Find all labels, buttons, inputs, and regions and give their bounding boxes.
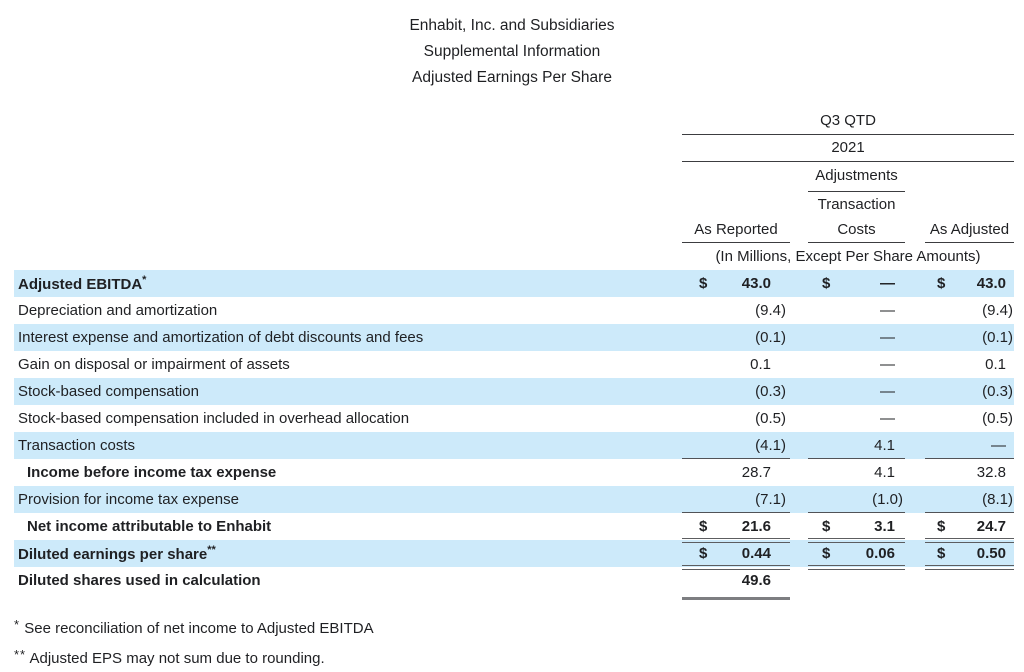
year-header: 2021	[682, 134, 1014, 162]
row-label: Diluted earnings per share**	[18, 544, 216, 563]
transaction-costs-header-line1: Transaction	[817, 196, 896, 213]
value-transaction-costs: 4.1	[808, 432, 905, 459]
report-type: Adjusted Earnings Per Share	[412, 69, 612, 86]
value-transaction-costs: —	[880, 329, 895, 346]
period-header: Q3 QTD	[682, 108, 1014, 135]
value-transaction-costs: $ —	[808, 270, 905, 297]
value-as-adjusted: (9.4)	[982, 302, 1013, 319]
table-row: Income before income tax expense 28.7 4.…	[14, 459, 1014, 486]
dollar-sign: $	[937, 545, 946, 562]
dollar-sign: $	[937, 275, 946, 292]
row-label: Interest expense and amortization of deb…	[18, 329, 424, 346]
footnote: * See reconciliation of net income to Ad…	[14, 612, 374, 642]
value-as-reported: 0.1	[750, 356, 771, 373]
table-row: Net income attributable to Enhabit $21.6…	[14, 513, 1014, 543]
table-row: Gain on disposal or impairment of assets…	[14, 351, 1014, 378]
adjustments-header: Adjustments	[808, 161, 905, 192]
row-label: Provision for income tax expense	[18, 491, 239, 508]
value-as-adjusted: 32.8	[976, 464, 1006, 481]
dollar-sign: $	[822, 275, 831, 292]
value-as-reported: 49.6	[682, 567, 790, 600]
value-as-reported: (4.1)	[682, 432, 790, 459]
superscript-marker: **	[207, 544, 216, 556]
table-header: Q3 QTD 2021 Adjustments Transaction As R…	[14, 108, 1014, 270]
column-header-as-adjusted: As Adjusted	[925, 218, 1014, 243]
column-header-as-reported: As Reported	[682, 218, 790, 243]
value-as-adjusted: $0.50	[925, 540, 1014, 570]
row-label: Diluted shares used in calculation	[18, 572, 261, 589]
footnotes: * See reconciliation of net income to Ad…	[14, 612, 374, 672]
value-as-adjusted: (8.1)	[925, 486, 1014, 513]
value-as-reported: $0.44	[682, 540, 790, 570]
value-transaction-costs: —	[880, 302, 895, 319]
value-as-adjusted: 0.1	[985, 356, 1006, 373]
value-transaction-costs: (1.0)	[808, 486, 905, 513]
row-label: Depreciation and amortization	[18, 302, 218, 319]
table-row: Depreciation and amortization (9.4) — (9…	[14, 297, 1014, 324]
row-label: Net income attributable to Enhabit	[27, 518, 272, 535]
table-row: Diluted shares used in calculation 49.6	[14, 567, 1014, 600]
table-row: Diluted earnings per share** $0.44 $0.06…	[14, 540, 1014, 570]
value-transaction-costs: —	[880, 356, 895, 373]
table-row: Provision for income tax expense (7.1) (…	[14, 486, 1014, 513]
value-as-adjusted: $24.7	[925, 513, 1014, 543]
footnote-marker: *	[14, 617, 21, 632]
table-row: Stock-based compensation (0.3) — (0.3)	[14, 378, 1014, 405]
row-label: Gain on disposal or impairment of assets	[18, 356, 290, 373]
value-as-adjusted: $43.0	[925, 270, 1014, 297]
value-as-reported: $21.6	[682, 513, 790, 543]
value-as-adjusted: —	[925, 432, 1014, 459]
company-title: Enhabit, Inc. and Subsidiaries	[409, 17, 615, 34]
footnote-text: Adjusted EPS may not sum due to rounding…	[29, 650, 325, 667]
value-as-reported: (9.4)	[755, 302, 786, 319]
superscript-marker: *	[142, 274, 147, 286]
table-row: Transaction costs (4.1) 4.1 —	[14, 432, 1014, 459]
value-as-adjusted: (0.1)	[982, 329, 1013, 346]
value-as-reported: (0.3)	[755, 383, 786, 400]
footnote-text: See reconciliation of net income to Adju…	[24, 620, 374, 637]
dollar-sign: $	[937, 518, 946, 535]
value-as-reported: (0.1)	[755, 329, 786, 346]
value-as-reported: 28.7	[741, 464, 771, 481]
value-as-adjusted: (0.5)	[982, 410, 1013, 427]
dollar-sign: $	[699, 545, 708, 562]
transaction-costs-header-line2: Costs	[808, 218, 905, 243]
dollar-sign: $	[822, 545, 831, 562]
row-label: Transaction costs	[18, 437, 135, 454]
document-titles: Enhabit, Inc. and Subsidiaries Supplemen…	[0, 13, 1024, 91]
row-label: Stock-based compensation included in ove…	[18, 410, 410, 427]
value-as-adjusted: (0.3)	[982, 383, 1013, 400]
row-label: Adjusted EBITDA*	[18, 274, 147, 293]
row-label: Income before income tax expense	[27, 464, 277, 481]
footnote-marker: **	[14, 647, 27, 662]
row-label: Stock-based compensation	[18, 383, 199, 400]
footnote: ** Adjusted EPS may not sum due to round…	[14, 642, 374, 672]
dollar-sign: $	[699, 518, 708, 535]
table-row: Adjusted EBITDA* $43.0 $ — $43.0	[14, 270, 1014, 297]
report-subtitle: Supplemental Information	[423, 43, 601, 60]
table-row: Interest expense and amortization of deb…	[14, 324, 1014, 351]
units-note: (In Millions, Except Per Share Amounts)	[715, 247, 981, 265]
dollar-sign: $	[822, 518, 831, 535]
table-body: Adjusted EBITDA* $43.0 $ — $43.0 Deprecia…	[14, 270, 1014, 600]
value-transaction-costs: 4.1	[874, 464, 895, 481]
value-transaction-costs: —	[880, 410, 895, 427]
value-as-reported: (0.5)	[755, 410, 786, 427]
value-transaction-costs: $0.06	[808, 540, 905, 570]
value-transaction-costs: —	[880, 383, 895, 400]
value-as-reported: $43.0	[682, 270, 790, 297]
dollar-sign: $	[699, 275, 708, 292]
value-transaction-costs: $3.1	[808, 513, 905, 543]
table-row: Stock-based compensation included in ove…	[14, 405, 1014, 432]
value-as-reported: (7.1)	[682, 486, 790, 513]
